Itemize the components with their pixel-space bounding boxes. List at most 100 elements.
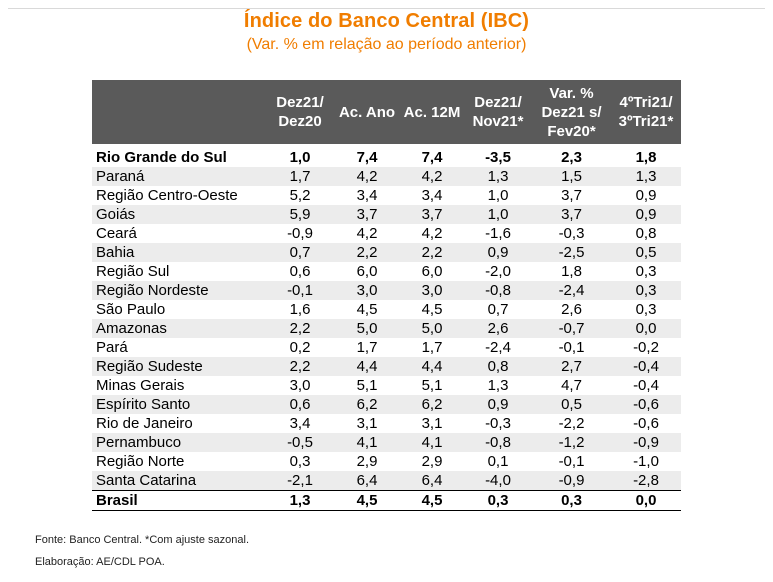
cell-region: Região Sudeste	[92, 357, 266, 376]
cell-ac-12m: 3,7	[400, 205, 464, 224]
cell-ac-12m: 3,0	[400, 281, 464, 300]
cell-ac-ano: 4,4	[334, 357, 400, 376]
table-row: Região Sul 0,6 6,0 6,0 -2,0 1,8 0,3	[92, 262, 681, 281]
table-row: Espírito Santo 0,6 6,2 6,2 0,9 0,5 -0,6	[92, 395, 681, 414]
cell-dez21-nov21: -2,0	[485, 263, 511, 280]
cell-ac-ano: 4,2	[334, 167, 400, 186]
cell-var-fev20: -0,1	[558, 339, 585, 356]
cell-dez21-nov21: -3,5	[464, 144, 532, 167]
cell-dez21-nov21: 0,7	[487, 301, 509, 318]
cell-ac-ano: 3,4	[356, 187, 378, 204]
cell-ac-ano: 1,7	[356, 339, 378, 356]
table-row: Pará 0,2 1,7 1,7 -2,4 -0,1 -0,2	[92, 338, 681, 357]
cell-ac-ano: 4,5	[356, 301, 378, 318]
cell-var-fev20: -0,3	[558, 225, 585, 242]
cell-dez21-dez20: 0,6	[289, 263, 311, 280]
top-divider	[8, 8, 765, 9]
cell-ac-ano: 2,9	[356, 453, 378, 470]
credit-note: Elaboração: AE/CDL POA.	[35, 556, 165, 568]
cell-dez21-dez20: 0,6	[266, 395, 334, 414]
cell-ac-ano: 7,4	[334, 144, 400, 167]
cell-ac-12m: 4,4	[400, 357, 464, 376]
cell-4tri-3tri: 0,3	[635, 263, 657, 280]
cell-dez21-nov21: -4,0	[464, 471, 532, 491]
cell-ac-12m: 6,4	[400, 471, 464, 491]
cell-dez21-dez20: 2,2	[266, 357, 334, 376]
cell-dez21-dez20: 3,0	[289, 377, 311, 394]
cell-4tri-3tri: 0,3	[611, 281, 681, 300]
cell-dez21-dez20: -0,5	[266, 433, 334, 452]
cell-4tri-3tri: -2,8	[611, 471, 681, 491]
cell-ac-ano: 4,5	[334, 490, 400, 511]
cell-region: São Paulo	[96, 301, 166, 318]
table-row: Rio de Janeiro 3,4 3,1 3,1 -0,3 -2,2 -0,6	[92, 414, 681, 433]
cell-dez21-nov21: 2,6	[464, 319, 532, 338]
cell-ac-12m: 5,1	[421, 377, 443, 394]
cell-region: Goiás	[92, 205, 266, 224]
cell-region: Ceará	[96, 225, 137, 242]
cell-region: Região Nordeste	[92, 281, 266, 300]
cell-dez21-nov21: 0,9	[464, 243, 532, 262]
cell-dez21-nov21: 1,0	[464, 205, 532, 224]
header-row: Dez21/ Dez20 Ac. Ano Ac. 12M Dez21/ Nov2…	[92, 80, 681, 146]
cell-dez21-dez20: 5,2	[289, 187, 311, 204]
cell-ac-ano: 4,1	[334, 433, 400, 452]
cell-dez21-dez20: 3,4	[289, 415, 311, 432]
cell-dez21-nov21: -0,8	[464, 433, 532, 452]
cell-ac-12m: 6,0	[421, 263, 443, 280]
cell-4tri-3tri: 0,0	[611, 319, 681, 338]
cell-ac-12m: 4,5	[400, 490, 464, 511]
cell-4tri-3tri: -0,4	[633, 377, 659, 394]
cell-var-fev20: -0,1	[558, 453, 585, 470]
cell-4tri-3tri: 1,3	[611, 167, 681, 186]
cell-ac-ano: 3,0	[334, 281, 400, 300]
ibc-table: Dez21/ Dez20 Ac. Ano Ac. 12M Dez21/ Nov2…	[92, 80, 681, 511]
cell-var-fev20: 0,3	[532, 490, 611, 511]
cell-var-fev20: 1,8	[561, 263, 582, 280]
cell-dez21-dez20: 1,6	[289, 301, 311, 318]
header-line: Var. %	[549, 84, 594, 102]
cell-ac-12m: 1,7	[421, 339, 443, 356]
header-dez21-dez20: Dez21/ Dez20	[266, 80, 334, 146]
header-dez21-nov21: Dez21/ Nov21*	[464, 80, 532, 146]
cell-dez21-dez20: 2,2	[266, 319, 334, 338]
cell-region: Santa Catarina	[92, 471, 266, 491]
cell-var-fev20: 2,6	[561, 301, 582, 318]
cell-4tri-3tri: 0,3	[635, 301, 657, 318]
cell-dez21-dez20: 1,7	[266, 167, 334, 186]
cell-ac-ano: 3,7	[334, 205, 400, 224]
header-ac-ano: Ac. Ano	[334, 80, 400, 146]
table-row: Minas Gerais 3,0 5,1 5,1 1,3 4,7 -0,4	[92, 376, 681, 395]
cell-4tri-3tri: 0,5	[611, 243, 681, 262]
cell-dez21-dez20: 1,3	[266, 490, 334, 511]
cell-var-fev20: 3,7	[532, 205, 611, 224]
cell-dez21-nov21: 0,1	[487, 453, 509, 470]
header-line: Fev20*	[547, 122, 596, 140]
cell-ac-ano: 4,2	[356, 225, 378, 242]
cell-region: Espírito Santo	[92, 395, 266, 414]
cell-var-fev20: -2,4	[532, 281, 611, 300]
cell-var-fev20: -0,7	[532, 319, 611, 338]
cell-4tri-3tri: -0,6	[611, 395, 681, 414]
header-line: Dez21/	[276, 94, 324, 111]
cell-ac-12m: 4,2	[421, 225, 443, 242]
header-ac-12m: Ac. 12M	[400, 80, 464, 146]
cell-ac-12m: 7,4	[400, 144, 464, 167]
cell-ac-12m: 4,2	[400, 167, 464, 186]
header-line: Dez21 s/	[541, 103, 602, 121]
cell-ac-ano: 5,0	[334, 319, 400, 338]
cell-ac-12m: 2,2	[400, 243, 464, 262]
cell-dez21-dez20: 5,9	[266, 205, 334, 224]
cell-4tri-3tri: -1,0	[633, 453, 659, 470]
cell-4tri-3tri: -0,4	[611, 357, 681, 376]
cell-region: Minas Gerais	[96, 377, 185, 394]
cell-4tri-3tri: 1,8	[611, 144, 681, 167]
cell-dez21-nov21: 0,9	[464, 395, 532, 414]
cell-dez21-nov21: -0,8	[464, 281, 532, 300]
cell-var-fev20: 2,7	[532, 357, 611, 376]
cell-var-fev20: 4,7	[561, 377, 582, 394]
source-note: Fonte: Banco Central. *Com ajuste sazona…	[35, 534, 250, 546]
cell-dez21-dez20: 0,2	[289, 339, 311, 356]
cell-dez21-nov21: -1,6	[485, 225, 511, 242]
table-row: Bahia 0,7 2,2 2,2 0,9 -2,5 0,5	[92, 243, 681, 262]
